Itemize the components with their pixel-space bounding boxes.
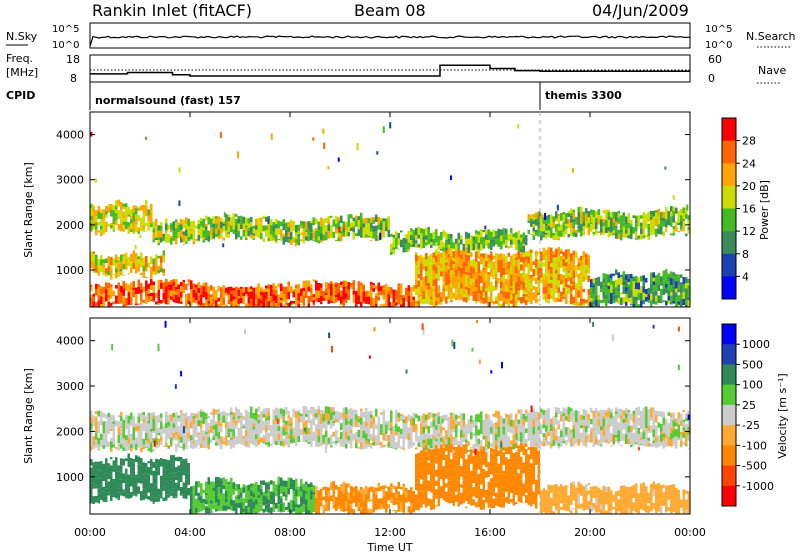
time-tick-label: 08:00 [274, 526, 306, 539]
time-tick-label: 00:00 [674, 526, 706, 539]
velocity-colorbar-label: Velocity [m s⁻¹] [776, 373, 789, 458]
colorbar-tick-label: -1000 [742, 480, 774, 493]
time-tick-label: 16:00 [474, 526, 506, 539]
nsky-tick-bottom: 10^0 [52, 40, 79, 51]
freq-panel: Freq. [MHz] 18 8 60 0 Nave [6, 52, 786, 85]
power-colorbar-label: Power [dB] [758, 180, 771, 240]
colorbar-tick-label: 24 [742, 157, 756, 170]
nave-label: Nave [758, 64, 786, 77]
range-tick-label: 4000 [56, 335, 84, 348]
velocity-ylabel: Slant Range [km] [22, 368, 35, 464]
frequency-trace [90, 65, 690, 76]
nave-tick-bottom: 0 [708, 72, 715, 85]
colorbar-tick-label: 28 [742, 135, 756, 148]
colorbar-tick-label: 12 [742, 225, 756, 238]
colorbar-tick-label: 20 [742, 180, 756, 193]
power-panel: Slant Range [km] 1000 2000 3000 4000 28 24 20… [22, 112, 771, 307]
nsearch-tick-bottom: 10^0 [705, 40, 732, 51]
colorbar-tick-label: -500 [742, 460, 767, 473]
nsearch-label: N.Search [746, 30, 796, 43]
nsearch-tick-top: 10^5 [705, 24, 732, 35]
date-label: 04/Jun/2009 [592, 1, 689, 20]
nsky-tick-top: 10^5 [52, 24, 79, 35]
beam-label: Beam 08 [354, 1, 426, 20]
range-tick-label: 2000 [56, 219, 84, 232]
colorbar-tick-label: 1000 [742, 338, 770, 351]
freq-tick-bottom: 8 [70, 72, 77, 85]
power-ylabel: Slant Range [km] [22, 162, 35, 258]
colorbar-tick-label: 500 [742, 358, 763, 371]
time-tick-label: 04:00 [174, 526, 206, 539]
range-tick-label: 4000 [56, 129, 84, 142]
range-tick-label: 1000 [56, 264, 84, 277]
colorbar-tick-label: -100 [742, 439, 767, 452]
nsky-label: N.Sky [6, 30, 38, 43]
range-tick-label: 1000 [56, 471, 84, 484]
range-tick-label: 3000 [56, 380, 84, 393]
cpid-label: CPID [6, 89, 35, 102]
velocity-heatmap-cells [90, 320, 690, 514]
time-tick-label: 20:00 [574, 526, 606, 539]
station-title: Rankin Inlet (fitACF) [92, 1, 252, 20]
nave-tick-top: 60 [708, 53, 722, 66]
power-heatmap-cells [90, 122, 690, 307]
colorbar-tick-label: 16 [742, 203, 756, 216]
time-axis-label: Time UT [366, 541, 412, 554]
time-tick-label: 00:00 [74, 526, 106, 539]
cpid-segment-2: themis 3300 [545, 89, 622, 102]
colorbar-tick-label: 4 [742, 270, 749, 283]
colorbar-tick-label: 25 [742, 399, 756, 412]
nsky-panel: N.Sky 10^5 10^0 10^5 10^0 N.Search [6, 23, 796, 51]
range-tick-label: 3000 [56, 174, 84, 187]
freq-label-line1: Freq. [6, 52, 33, 65]
freq-tick-top: 18 [66, 53, 80, 66]
colorbar-tick-label: -25 [742, 419, 760, 432]
cpid-segment-1: normalsound (fast) 157 [95, 94, 241, 107]
colorbar-tick-label: 100 [742, 379, 763, 392]
nsky-trace [90, 36, 690, 46]
cpid-row: CPID normalsound (fast) 157 themis 3300 [6, 82, 622, 110]
time-tick-label: 12:00 [374, 526, 406, 539]
freq-label-line2: [MHz] [6, 66, 38, 79]
velocity-panel: Slant Range [km] 1000 2000 3000 4000 1000 50… [22, 318, 789, 514]
range-tick-label: 2000 [56, 425, 84, 438]
colorbar-tick-label: 8 [742, 248, 749, 261]
